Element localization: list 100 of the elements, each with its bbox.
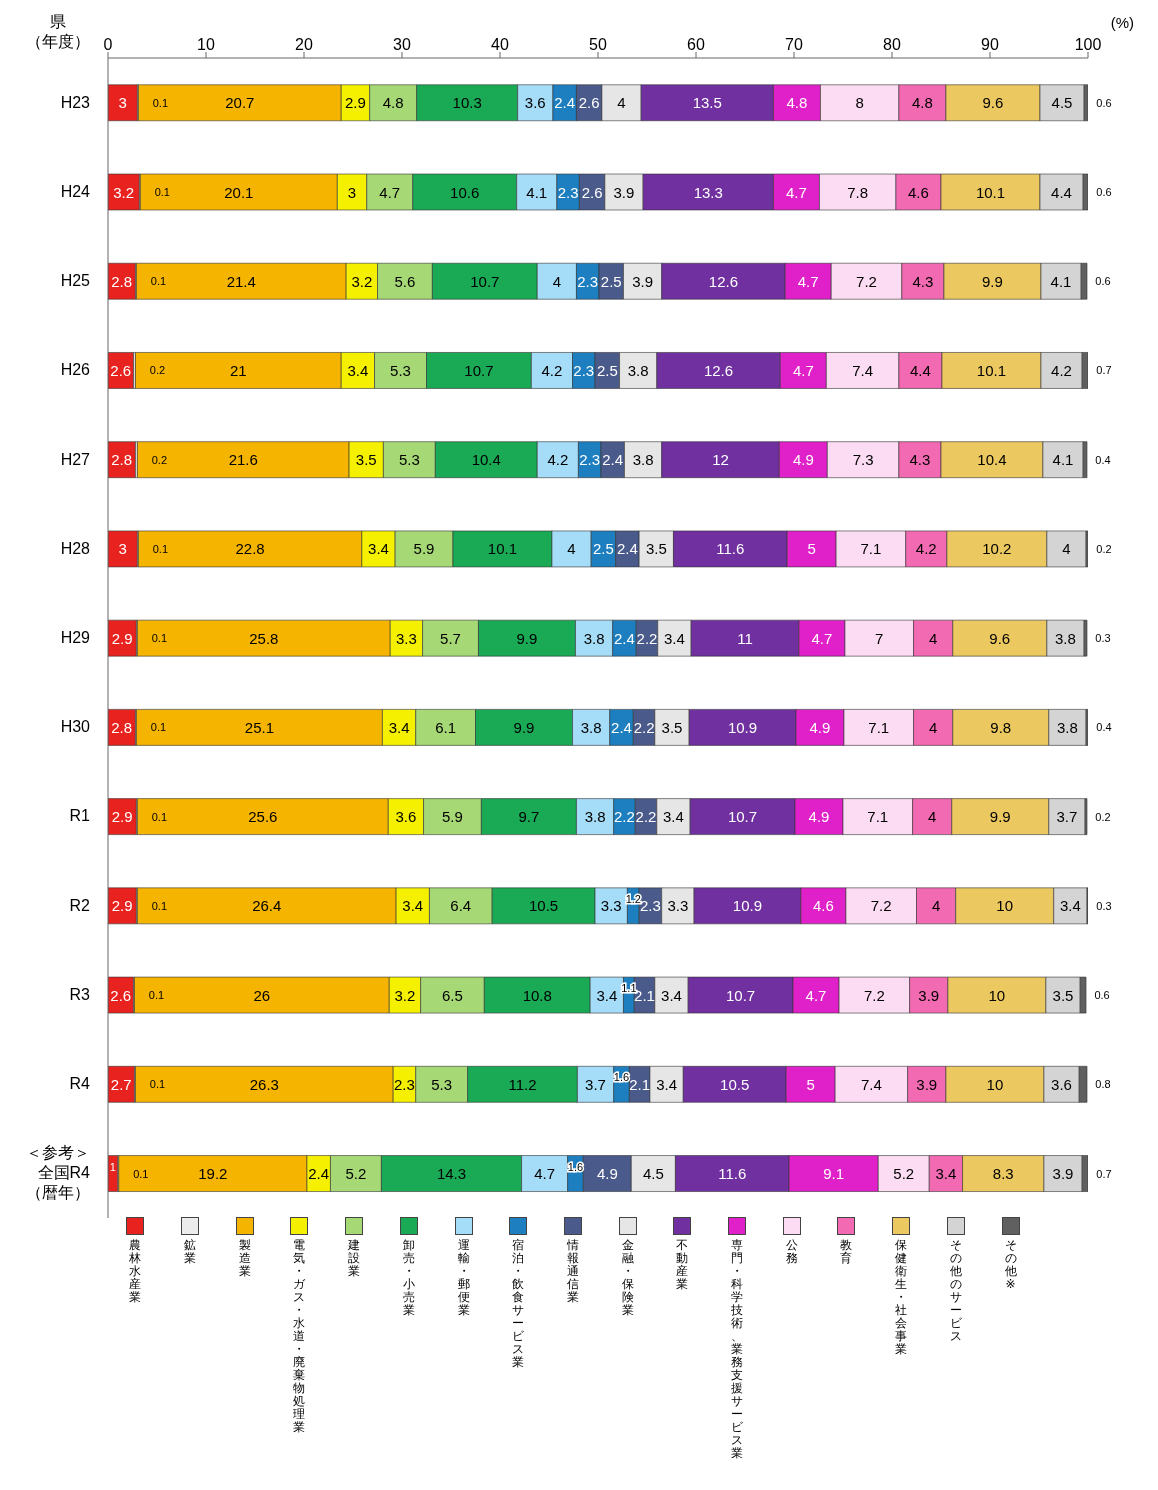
data-label: 10.3 — [452, 94, 482, 112]
data-label: 2.9 — [345, 94, 366, 112]
data-label: 8 — [855, 94, 864, 112]
data-label: 2.8 — [111, 272, 133, 290]
data-label: 25.6 — [248, 808, 278, 826]
data-label: 4.5 — [642, 1165, 664, 1183]
data-label: 2.5 — [592, 540, 614, 558]
data-label: 5.9 — [413, 540, 435, 558]
data-label: 6.4 — [450, 897, 472, 915]
data-label: 0.1 — [150, 275, 167, 288]
data-label: 6.5 — [442, 986, 463, 1004]
y-tick-label: H29 — [60, 629, 91, 646]
data-label: 21.6 — [228, 451, 258, 469]
legend-label: 卸売・小売業 — [401, 1238, 416, 1317]
data-label: 0.1 — [133, 1167, 149, 1180]
data-label: 10 — [986, 1075, 1004, 1093]
data-label: 0.6 — [1094, 989, 1110, 1002]
data-label: 5.7 — [440, 629, 461, 647]
data-label: 26 — [253, 986, 271, 1004]
text: 宿泊・飲食サービス業 — [512, 1238, 525, 1369]
data-label: 5.2 — [893, 1165, 915, 1183]
data-label: 4.8 — [911, 94, 933, 112]
data-label: 4.8 — [382, 94, 404, 112]
data-label: 3.8 — [632, 451, 654, 469]
data-label: 0.2 — [151, 453, 168, 466]
data-label: 0.1 — [149, 1078, 166, 1091]
data-label: 0.3 — [1096, 899, 1112, 912]
data-label: 0.1 — [151, 899, 168, 912]
data-label: 2.5 — [600, 272, 622, 290]
data-label: 4.7 — [805, 986, 827, 1004]
data-label: 2.2 — [614, 808, 635, 826]
data-label: 4.2 — [547, 451, 569, 469]
legend-label: 情報通信業 — [565, 1238, 580, 1304]
data-label: 7.8 — [847, 183, 869, 201]
data-label: 4 — [552, 272, 562, 290]
data-label: 3.8 — [627, 361, 649, 379]
data-label: 3.3 — [667, 897, 689, 915]
data-label: 3.7 — [585, 1075, 606, 1093]
legend-label: 公務 — [784, 1238, 799, 1265]
data-label: 26.4 — [252, 897, 282, 915]
data-label: 0.1 — [152, 542, 169, 555]
data-label: 3.4 — [596, 986, 618, 1004]
data-label: 4.9 — [809, 718, 831, 736]
x-tick-label: 80 — [883, 36, 901, 53]
y-tick-label: H24 — [60, 182, 91, 200]
data-label: 0.6 — [1095, 275, 1111, 288]
data-label: 3.9 — [613, 183, 635, 201]
data-label: 12.6 — [703, 361, 734, 379]
data-label: 0.7 — [1096, 1167, 1112, 1180]
legend-label: 教育 — [839, 1238, 854, 1265]
data-label: 9.9 — [516, 629, 538, 647]
data-label: 3.4 — [661, 986, 682, 1004]
data-label: 3.4 — [656, 1075, 678, 1093]
data-label: 4.7 — [534, 1165, 556, 1183]
data-label: 2.3 — [640, 897, 661, 915]
data-label: 7.2 — [856, 272, 877, 290]
data-label: 0.1 — [150, 721, 167, 734]
data-label: 4.9 — [596, 1165, 618, 1183]
data-label: 10.5 — [529, 897, 559, 915]
text: 専門・科学技術、業務支援サービス業 — [731, 1238, 744, 1460]
data-label: 10.7 — [725, 986, 756, 1004]
data-label: 2.6 — [110, 361, 132, 379]
legend-label: 建設業 — [347, 1238, 362, 1278]
x-axis-title: (%) — [1110, 14, 1134, 31]
data-label: 2.3 — [573, 361, 595, 379]
data-label: 4.3 — [912, 272, 934, 290]
data-label: 7.4 — [860, 1075, 882, 1093]
data-label: 0.1 — [151, 810, 168, 823]
data-label: 4.9 — [792, 451, 814, 469]
data-label: 3.6 — [524, 94, 546, 112]
data-label: 4.3 — [909, 451, 931, 469]
data-label: 20.1 — [224, 183, 254, 201]
data-label: 11.2 — [508, 1075, 537, 1093]
data-label: 2.3 — [557, 183, 579, 201]
data-label: 9.8 — [990, 718, 1012, 736]
data-label: 4.7 — [792, 361, 814, 379]
data-label: 2.9 — [111, 808, 133, 826]
data-label: 2.4 — [554, 94, 576, 112]
data-label: 3.4 — [663, 808, 684, 826]
x-tick-label: 100 — [1074, 36, 1102, 53]
data-label: 9.9 — [982, 272, 1003, 290]
data-label: 3.6 — [395, 808, 417, 826]
data-label: 4.9 — [808, 808, 830, 826]
data-label: 10.1 — [487, 540, 518, 558]
legend-label: その他のサービス — [948, 1238, 963, 1343]
data-label: 7.2 — [863, 986, 885, 1004]
data-label: 4.7 — [797, 272, 819, 290]
data-label: 2.2 — [635, 808, 657, 826]
data-label: 0.6 — [1096, 186, 1112, 198]
y-tick-label: H27 — [60, 450, 91, 468]
legend-label: 金融・保険業 — [620, 1238, 635, 1317]
data-label: 0.7 — [1096, 364, 1112, 377]
data-label: 2.9 — [111, 629, 133, 647]
data-label: 0.1 — [151, 632, 168, 645]
data-label: 3.3 — [600, 897, 622, 915]
legend-label: 鉱業 — [183, 1238, 198, 1265]
data-label: 4.7 — [379, 183, 401, 201]
data-label: 2.6 — [578, 94, 600, 112]
data-label: 0.8 — [1095, 1078, 1111, 1091]
text: 保健衛生・社会事業 — [895, 1238, 908, 1356]
